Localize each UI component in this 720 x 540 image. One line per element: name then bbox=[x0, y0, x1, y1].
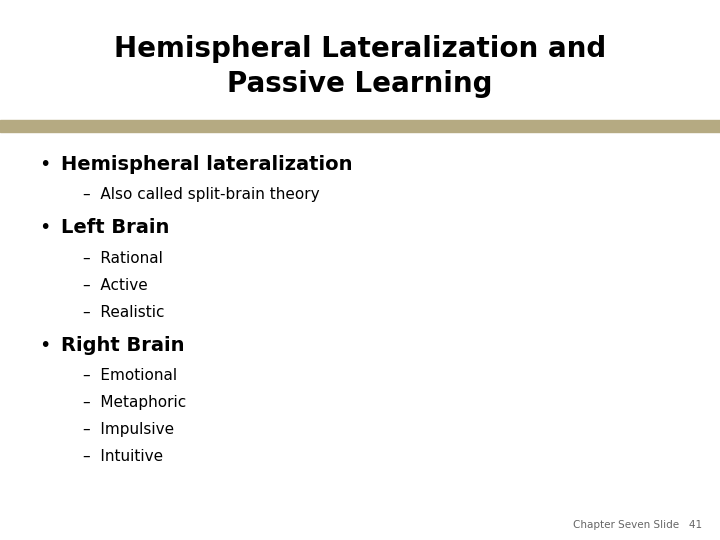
Text: –  Realistic: – Realistic bbox=[83, 305, 164, 320]
Text: •: • bbox=[40, 218, 51, 238]
Text: Hemispheral lateralization: Hemispheral lateralization bbox=[61, 155, 353, 174]
Text: –  Impulsive: – Impulsive bbox=[83, 422, 174, 437]
Text: –  Also called split-brain theory: – Also called split-brain theory bbox=[83, 187, 320, 202]
Text: Left Brain: Left Brain bbox=[61, 218, 170, 238]
Text: –  Active: – Active bbox=[83, 278, 148, 293]
Text: •: • bbox=[40, 155, 51, 174]
Text: –  Rational: – Rational bbox=[83, 251, 163, 266]
Text: Hemispheral Lateralization and
Passive Learning: Hemispheral Lateralization and Passive L… bbox=[114, 35, 606, 98]
Text: Right Brain: Right Brain bbox=[61, 336, 185, 355]
Text: –  Metaphoric: – Metaphoric bbox=[83, 395, 186, 410]
Bar bbox=[0, 120, 720, 132]
Text: Chapter Seven Slide   41: Chapter Seven Slide 41 bbox=[573, 520, 702, 530]
Text: –  Emotional: – Emotional bbox=[83, 368, 177, 383]
Text: •: • bbox=[40, 336, 51, 355]
Text: –  Intuitive: – Intuitive bbox=[83, 449, 163, 464]
